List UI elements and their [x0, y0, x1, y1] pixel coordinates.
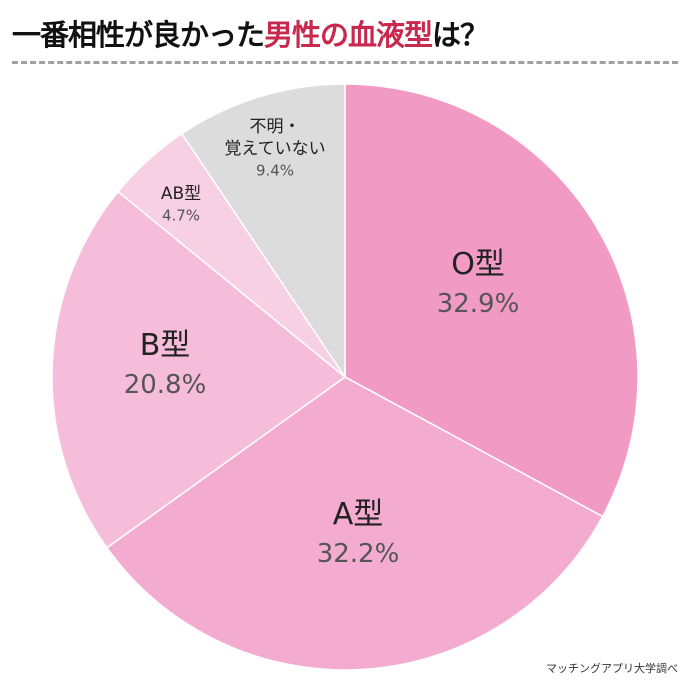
slice-value-label: 4.7%	[162, 206, 200, 224]
title-part1: 一番相性が良かった	[12, 18, 265, 52]
slice-label: 不明・	[250, 117, 301, 137]
slice-label: AB型	[161, 184, 201, 204]
slice-value-label: 32.9%	[437, 289, 520, 319]
pie-slice	[51, 190, 347, 549]
slice-label: O型	[451, 247, 505, 282]
slice-label: 覚えていない	[224, 139, 325, 159]
slice-value-label: 20.8%	[124, 370, 207, 400]
title-highlight: 男性の血液型	[264, 18, 433, 52]
source-note: マッチングアプリ大学調べ	[546, 662, 678, 675]
chart-title: 一番相性が良かった男性の血液型は？	[12, 12, 489, 54]
slice-value-label: 32.2%	[317, 539, 400, 569]
pie-slice	[180, 83, 346, 380]
slice-label: B型	[140, 328, 191, 363]
pie-slice	[344, 83, 639, 518]
dashed-divider	[12, 61, 678, 64]
slice-label: A型	[333, 497, 384, 532]
title-part2: は？	[432, 18, 489, 52]
slice-value-label: 9.4%	[256, 161, 294, 179]
pie-slice	[105, 376, 604, 671]
